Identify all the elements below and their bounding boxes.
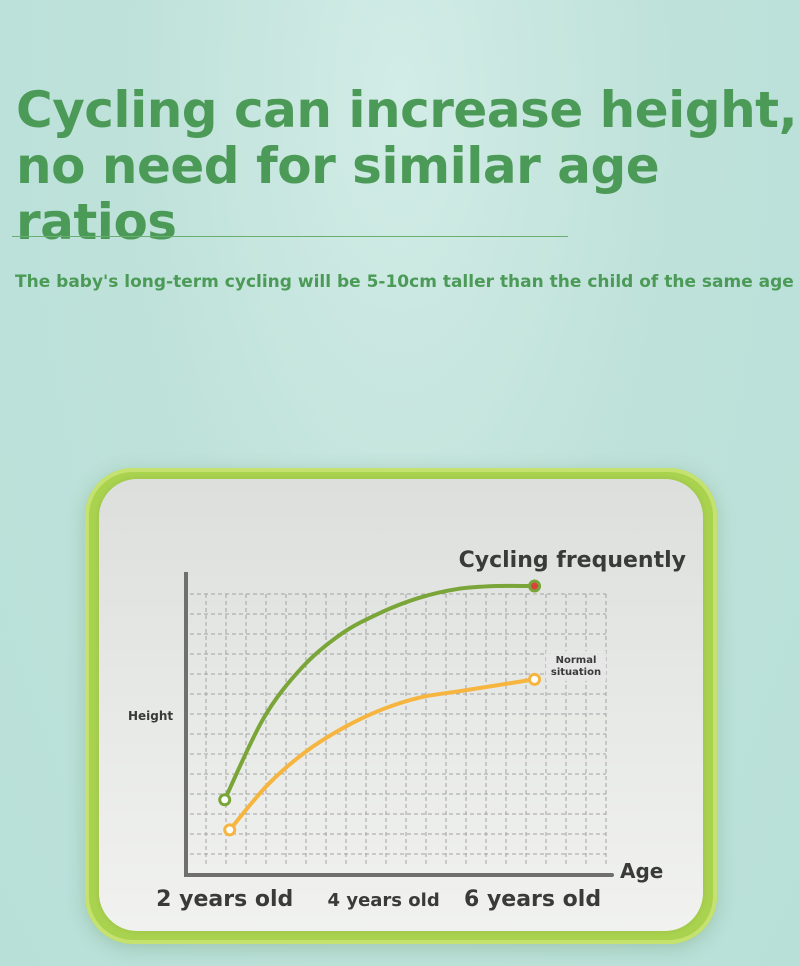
series-start-point — [223, 823, 237, 837]
series-end-point — [528, 672, 542, 686]
chart-grid — [190, 593, 607, 866]
series-end-point — [528, 579, 542, 593]
subheadline: The baby's long-term cycling will be 5-1… — [15, 272, 794, 292]
x-tick-labels: 2 years old 4 years old 6 years old — [156, 887, 601, 912]
y-axis-label: Height — [128, 709, 173, 723]
chart-card — [99, 479, 703, 931]
series-label-cycling-frequently: Cycling frequently — [459, 548, 686, 573]
series-lines — [218, 579, 542, 837]
x-tick-label: 2 years old — [156, 887, 293, 912]
headline: Cycling can increase height, no need for… — [16, 81, 798, 251]
series-label-normal-situation-line1: Normal — [556, 655, 597, 666]
cycling-frequently-line — [222, 583, 537, 802]
series-label-background — [546, 651, 606, 681]
x-axis-label: Age — [620, 859, 663, 883]
x-tick-label: 6 years old — [464, 887, 601, 912]
divider — [12, 236, 568, 237]
x-tick-label: 4 years old — [328, 890, 440, 911]
series-label-normal-situation-line2: situation — [551, 667, 601, 678]
normal-situation-line — [227, 677, 537, 832]
series-start-point — [218, 793, 232, 807]
